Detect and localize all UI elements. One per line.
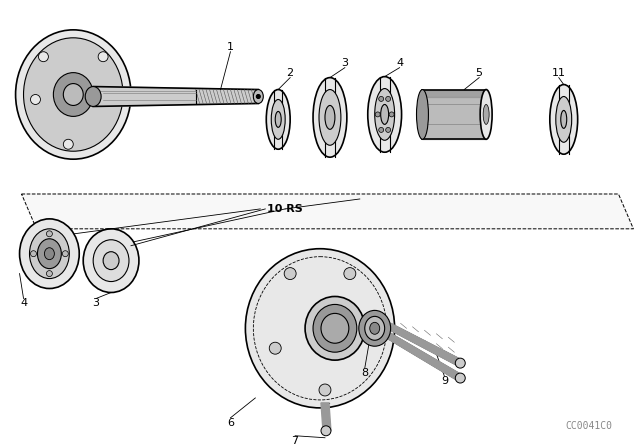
Circle shape — [455, 373, 465, 383]
Ellipse shape — [275, 112, 281, 127]
Polygon shape — [22, 194, 634, 229]
Ellipse shape — [313, 305, 357, 352]
Text: 7: 7 — [292, 436, 299, 446]
Circle shape — [379, 127, 383, 133]
Text: 8: 8 — [361, 368, 369, 378]
Polygon shape — [422, 90, 486, 98]
Ellipse shape — [85, 86, 101, 107]
Polygon shape — [388, 323, 462, 366]
Ellipse shape — [381, 104, 388, 125]
Circle shape — [344, 267, 356, 280]
Circle shape — [63, 139, 73, 149]
Ellipse shape — [305, 297, 365, 360]
Text: 9: 9 — [441, 376, 448, 386]
Circle shape — [269, 342, 281, 354]
Polygon shape — [321, 403, 331, 431]
Ellipse shape — [245, 249, 395, 408]
Circle shape — [62, 251, 68, 257]
Circle shape — [257, 95, 260, 99]
Text: 4: 4 — [20, 298, 27, 309]
Ellipse shape — [365, 316, 385, 340]
Ellipse shape — [103, 252, 119, 270]
Circle shape — [31, 251, 36, 257]
Ellipse shape — [253, 90, 263, 103]
Ellipse shape — [561, 110, 567, 128]
Text: 2: 2 — [287, 68, 294, 78]
Ellipse shape — [266, 90, 290, 149]
Ellipse shape — [321, 314, 349, 343]
Text: 5: 5 — [476, 68, 483, 78]
Ellipse shape — [20, 219, 79, 289]
Ellipse shape — [24, 38, 123, 151]
Circle shape — [47, 271, 52, 276]
Ellipse shape — [53, 73, 93, 116]
Circle shape — [375, 112, 380, 117]
Circle shape — [321, 426, 331, 436]
Ellipse shape — [550, 85, 578, 154]
Ellipse shape — [63, 84, 83, 105]
Text: 4: 4 — [396, 58, 403, 68]
Circle shape — [31, 95, 40, 104]
Ellipse shape — [368, 77, 401, 152]
Ellipse shape — [93, 240, 129, 281]
Text: 10 RS: 10 RS — [268, 204, 303, 214]
Text: 6: 6 — [227, 418, 234, 428]
Circle shape — [455, 358, 465, 368]
Polygon shape — [388, 333, 462, 381]
Text: CC0041C0: CC0041C0 — [565, 421, 612, 431]
Circle shape — [284, 267, 296, 280]
Polygon shape — [422, 90, 486, 139]
Ellipse shape — [359, 310, 390, 346]
Ellipse shape — [271, 99, 285, 139]
Ellipse shape — [480, 90, 492, 139]
Ellipse shape — [313, 78, 347, 157]
Circle shape — [386, 96, 390, 101]
Ellipse shape — [44, 248, 54, 260]
Ellipse shape — [29, 229, 69, 279]
Circle shape — [98, 52, 108, 62]
Text: 3: 3 — [341, 58, 348, 68]
Ellipse shape — [370, 323, 380, 334]
Ellipse shape — [38, 239, 61, 269]
Text: 11: 11 — [552, 68, 566, 78]
Circle shape — [386, 127, 390, 133]
Ellipse shape — [417, 90, 428, 139]
Circle shape — [47, 231, 52, 237]
Text: 1: 1 — [227, 42, 234, 52]
Text: 3: 3 — [93, 298, 100, 309]
Ellipse shape — [83, 229, 139, 293]
Circle shape — [389, 112, 394, 117]
Ellipse shape — [556, 96, 572, 142]
Circle shape — [319, 384, 331, 396]
Ellipse shape — [15, 30, 131, 159]
Polygon shape — [93, 86, 259, 107]
Circle shape — [38, 52, 49, 62]
Ellipse shape — [483, 104, 489, 125]
Ellipse shape — [325, 105, 335, 129]
Ellipse shape — [374, 89, 395, 140]
Circle shape — [379, 96, 383, 101]
Ellipse shape — [319, 90, 341, 145]
